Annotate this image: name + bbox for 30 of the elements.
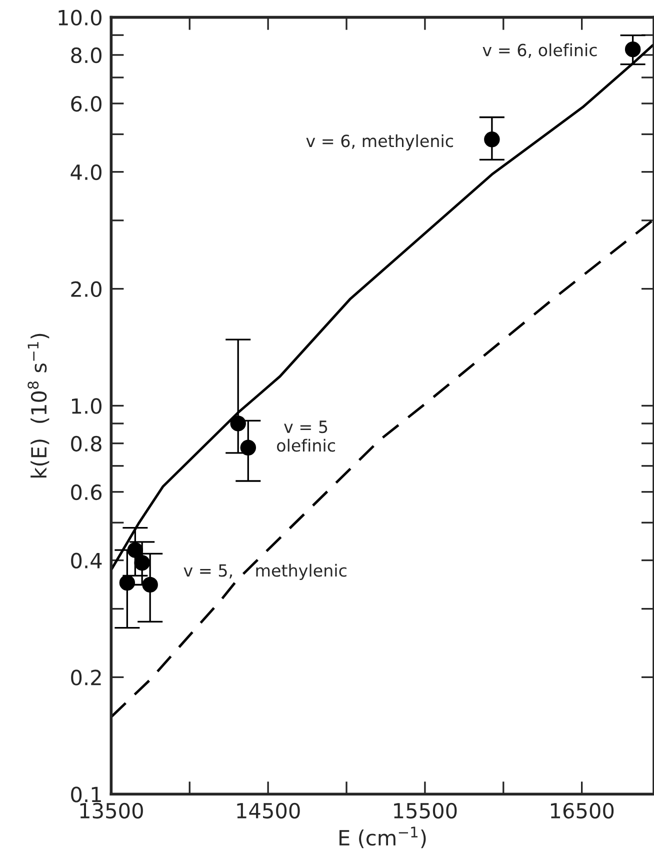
point [484,132,500,148]
annotation: v = 6, olefinic [482,43,597,58]
point [240,440,256,456]
y-tick-label: 4.0 [70,164,102,180]
y-tick-label: 0.1 [71,786,101,802]
y-tick-label: 0.8 [71,436,102,452]
y-tick-label: 0.2 [71,670,101,686]
line-series [111,219,654,718]
x-tick-label: 13500 [80,802,143,819]
y-tick-label: 2.0 [71,281,102,298]
x-tick-label: 14500 [237,802,300,819]
annotation: v = 6, methylenic [306,134,453,150]
point [134,554,150,571]
y-tick-label: 8.0 [71,47,102,64]
point [119,574,136,591]
point [142,576,158,593]
annotation: v = 5, methylenic [184,564,346,580]
x-tick-label: 15500 [394,802,457,819]
y-tick-label: 10.0 [58,10,102,26]
point [230,416,246,432]
y-axis-title: k(E) (10$^{8}$ s$^{−1}$) [28,334,50,478]
y-tick-label: 6.0 [71,96,102,112]
x-axis-title: E (cm$^{−1}$) [340,826,426,848]
point [624,41,641,58]
y-tick-label: 0.6 [71,484,102,500]
y-tick-label: 0.4 [71,552,102,568]
y-tick-label: 1.0 [72,398,102,414]
point [127,542,144,558]
x-tick-label: 16500 [550,802,614,819]
annotation: v = 5 olefinic [277,420,335,452]
